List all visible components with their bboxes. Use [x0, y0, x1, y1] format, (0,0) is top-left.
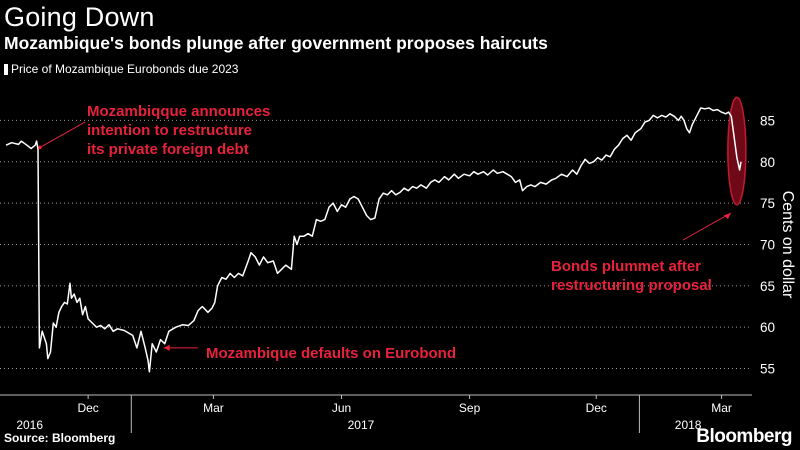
- annotation-restructure-marker: [38, 145, 42, 150]
- annotation-plummet-leader: [682, 212, 732, 241]
- x-tick-label: Jun: [332, 401, 351, 415]
- annotation-plummet-arrowhead: [723, 213, 731, 220]
- series-line: [5, 107, 742, 373]
- x-tick-label: Sep: [459, 401, 481, 415]
- y-tick-label: 65: [760, 279, 775, 294]
- chart-subtitle: Mozambique's bonds plunge after governme…: [4, 33, 548, 53]
- y-tick-label: 75: [760, 196, 775, 211]
- chart-title: Going Down: [4, 2, 155, 32]
- x-tick-label: Dec: [77, 401, 98, 415]
- annotation-default-text: Mozambique defaults on Eurobond: [206, 345, 456, 362]
- y-tick-label: 70: [760, 237, 775, 252]
- year-label: 2016: [16, 418, 43, 432]
- year-label: 2018: [675, 418, 702, 432]
- annotation-restructure-text: intention to restructure: [87, 122, 252, 139]
- annotation-restructure-text: Mozambiqque announces: [87, 103, 270, 120]
- y-tick-label: 60: [760, 320, 775, 335]
- annotation-plummet-text: Bonds plummet after: [551, 258, 701, 275]
- annotation-restructure-leader: [41, 121, 86, 147]
- y-axis-label: Cents on dollar: [779, 191, 796, 299]
- legend-swatch: [4, 63, 8, 75]
- y-tick-label: 80: [760, 155, 775, 170]
- legend: Price of Mozambique Eurobonds due 2023: [4, 62, 238, 76]
- x-tick-label: Mar: [203, 401, 224, 415]
- brand-logo: Bloomberg: [696, 426, 792, 447]
- source-note: Source: Bloomberg: [4, 431, 116, 445]
- annotation-default-arrowhead: [163, 344, 170, 351]
- x-tick-label: Mar: [711, 401, 732, 415]
- annotation-plummet-text: restructuring proposal: [551, 277, 712, 294]
- year-label: 2017: [348, 418, 375, 432]
- y-tick-label: 85: [760, 113, 775, 128]
- x-tick-label: Dec: [586, 401, 607, 415]
- y-tick-label: 55: [760, 362, 775, 377]
- annotation-restructure-text: its private foreign debt: [87, 141, 249, 158]
- highlight-ellipse: [727, 96, 747, 206]
- legend-label: Price of Mozambique Eurobonds due 2023: [11, 62, 239, 76]
